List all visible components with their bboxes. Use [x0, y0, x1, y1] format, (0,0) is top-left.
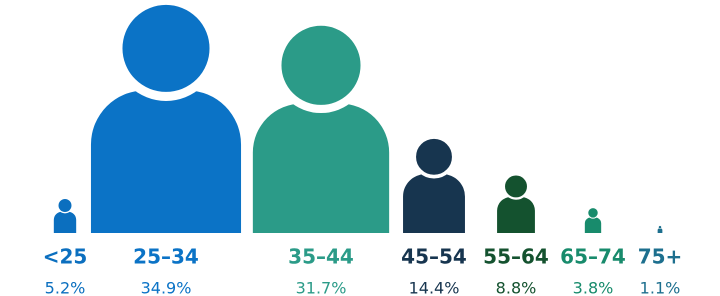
person-body	[53, 211, 77, 233]
person-head	[412, 135, 456, 179]
person-head	[502, 173, 530, 200]
category-label: 45–54	[401, 245, 467, 269]
category-label: 35–44	[288, 245, 354, 269]
person-body	[403, 174, 465, 233]
person-head	[57, 197, 73, 214]
person-head	[587, 207, 599, 219]
person-head	[658, 225, 662, 229]
person-icon	[90, 0, 242, 233]
person-body	[584, 217, 602, 233]
value-label: 31.7%	[296, 279, 347, 296]
value-label: 14.4%	[409, 279, 460, 296]
value-label: 1.1%	[640, 279, 681, 296]
person-icon	[584, 207, 602, 233]
category-label: <25	[43, 245, 88, 269]
person-head	[273, 17, 369, 114]
person-body	[497, 197, 535, 233]
person-head	[113, 0, 219, 101]
person-icon	[252, 17, 390, 234]
person-body	[252, 103, 390, 234]
value-label: 3.8%	[573, 279, 614, 296]
category-label: 55–64	[483, 245, 549, 269]
person-body	[90, 90, 242, 233]
value-label: 8.8%	[496, 279, 537, 296]
person-icon	[497, 173, 535, 233]
category-label: 65–74	[560, 245, 626, 269]
value-label: 34.9%	[141, 279, 192, 296]
category-label: 25–34	[133, 245, 199, 269]
person-icon	[403, 135, 465, 233]
value-label: 5.2%	[45, 279, 86, 296]
person-body	[657, 228, 663, 233]
person-icon	[53, 197, 77, 233]
person-icon	[657, 225, 663, 233]
category-label: 75+	[638, 245, 683, 269]
